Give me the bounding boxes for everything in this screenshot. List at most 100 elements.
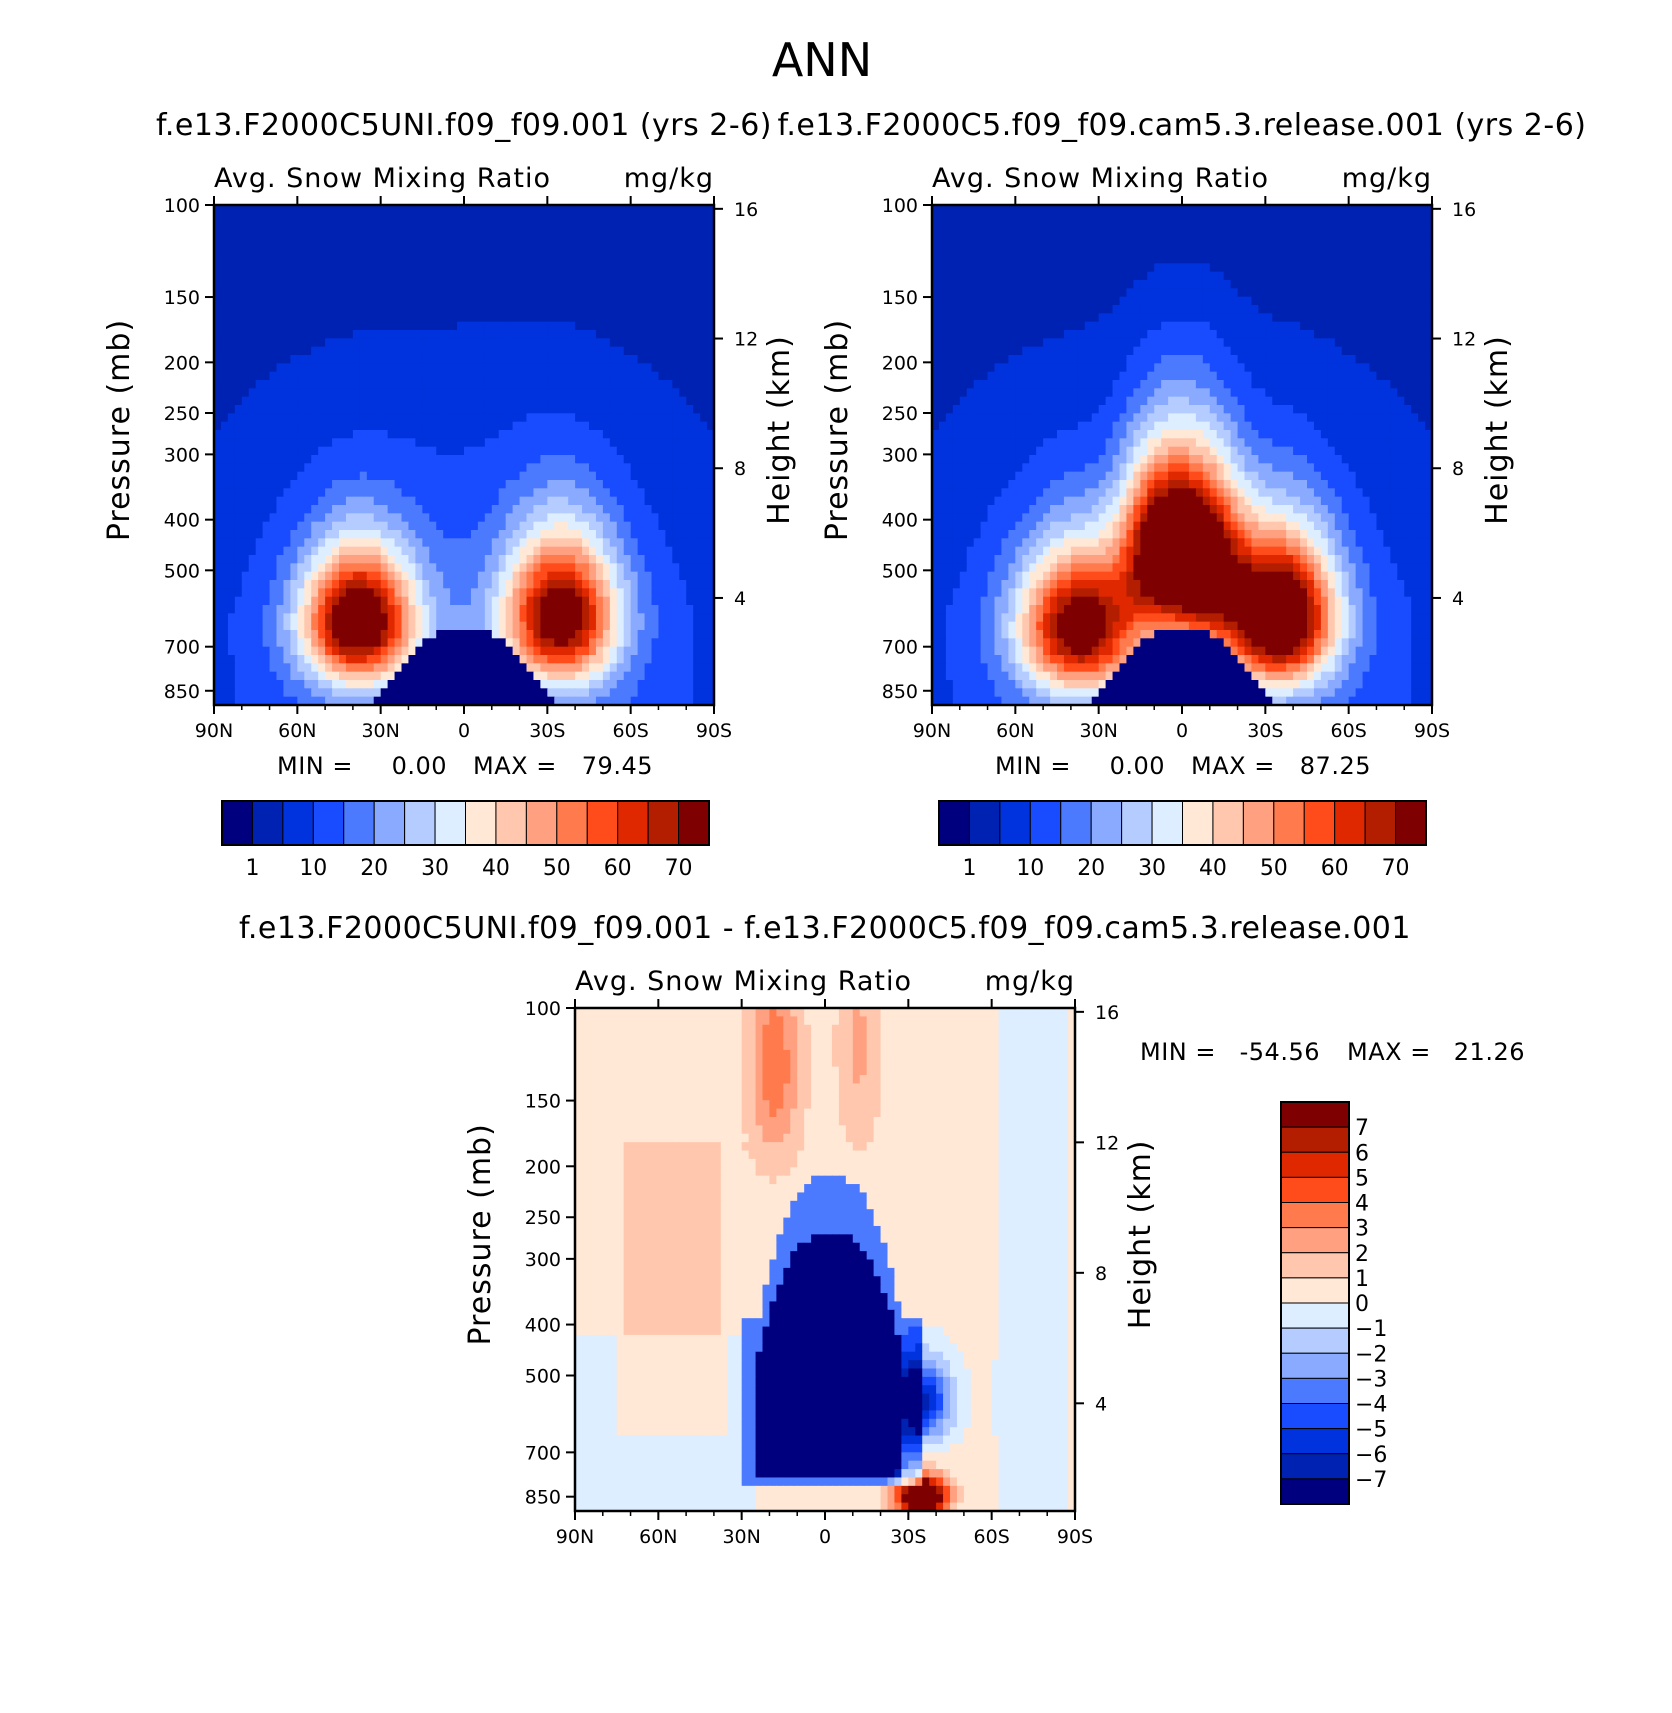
field-cell — [304, 596, 312, 606]
field-cell — [498, 430, 507, 439]
field-cell — [1362, 238, 1371, 248]
field-cell — [519, 405, 528, 414]
field-cell — [644, 630, 653, 639]
field-cell — [602, 413, 611, 423]
field-cell — [464, 646, 472, 656]
field-cell — [422, 346, 430, 356]
field-cell — [477, 421, 486, 431]
field-cell — [241, 505, 250, 514]
field-cell — [470, 505, 479, 514]
field-cell — [651, 688, 660, 698]
field-cell — [366, 671, 375, 681]
field-cell — [401, 371, 410, 381]
field-cell — [429, 346, 437, 356]
field-cell — [554, 571, 562, 581]
field-cell — [325, 488, 333, 498]
field-cell — [526, 463, 535, 473]
field-cell — [512, 446, 521, 456]
field-cell — [276, 680, 285, 689]
field-cell — [484, 338, 493, 348]
field-cell — [220, 221, 229, 231]
figure-title: ANN — [772, 33, 872, 87]
field-cell — [429, 330, 437, 339]
colorbar-box — [495, 800, 527, 846]
field-cell — [658, 446, 666, 456]
field-cell — [283, 305, 291, 314]
field-cell — [394, 446, 403, 456]
field-cell — [561, 246, 569, 256]
field-cell — [234, 563, 243, 573]
field-cell — [220, 321, 229, 331]
field-cell — [582, 638, 590, 648]
field-cell — [554, 221, 562, 231]
field-cell — [339, 230, 347, 239]
field-cell — [380, 305, 389, 314]
field-cell — [658, 246, 666, 256]
field-cell — [436, 471, 444, 481]
field-cell — [248, 313, 257, 323]
field-cell — [464, 396, 472, 406]
field-cell — [1057, 246, 1065, 256]
field-cell — [332, 638, 340, 648]
field-cell — [318, 513, 326, 523]
field-cell — [595, 596, 604, 606]
field-cell — [297, 571, 305, 581]
field-cell — [214, 221, 222, 231]
field-cell — [679, 521, 687, 531]
field-cell — [658, 255, 666, 264]
field-cell — [304, 280, 312, 289]
field-cell — [241, 430, 250, 439]
field-cell — [533, 555, 541, 564]
field-cell — [408, 655, 416, 664]
field-cell — [533, 305, 541, 314]
field-cell — [436, 305, 444, 314]
field-cell — [234, 588, 243, 598]
field-cell — [1188, 263, 1197, 273]
field-cell — [269, 321, 278, 331]
field-cell — [352, 305, 361, 314]
field-cell — [1286, 213, 1294, 223]
field-cell — [318, 596, 326, 606]
field-cell — [380, 430, 389, 439]
field-cell — [658, 521, 666, 531]
field-cell — [526, 421, 535, 431]
field-cell — [373, 538, 382, 548]
field-cell — [1057, 230, 1065, 239]
field-cell — [644, 696, 653, 706]
field-cell — [477, 463, 486, 473]
field-cell — [491, 521, 500, 531]
field-cell — [241, 663, 250, 673]
field-cell — [672, 488, 680, 498]
field-cell — [568, 571, 576, 581]
field-cell — [686, 255, 694, 264]
field-cell — [387, 613, 396, 623]
field-cell — [450, 688, 458, 698]
field-cell — [505, 355, 514, 364]
field-cell — [457, 621, 465, 631]
field-cell — [262, 455, 271, 464]
field-cell — [568, 363, 576, 373]
field-cell — [401, 463, 410, 473]
field-cell — [679, 680, 687, 689]
field-cell — [1223, 213, 1232, 223]
field-cell — [554, 630, 562, 639]
field-cell — [491, 596, 500, 606]
field-cell — [595, 488, 604, 498]
field-cell — [602, 255, 611, 264]
colorbar-box — [434, 800, 466, 846]
field-cell — [952, 263, 961, 273]
field-cell — [526, 430, 535, 439]
field-cell — [1404, 238, 1412, 248]
field-cell — [1161, 238, 1169, 248]
field-cell — [651, 230, 660, 239]
field-cell — [623, 221, 632, 231]
field-cell — [332, 338, 340, 348]
field-cell — [1258, 205, 1266, 214]
field-cell — [589, 280, 597, 289]
field-cell — [457, 205, 465, 214]
field-cell — [325, 463, 333, 473]
field-cell — [693, 505, 701, 514]
field-cell — [533, 296, 541, 306]
field-cell — [408, 530, 416, 539]
field-cell — [505, 396, 514, 406]
